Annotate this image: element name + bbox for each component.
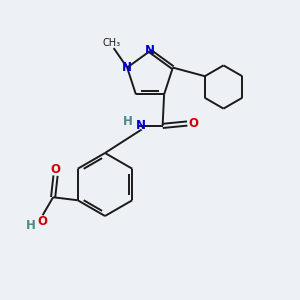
Text: O: O <box>38 215 48 228</box>
Text: CH₃: CH₃ <box>102 38 120 48</box>
Text: N: N <box>122 61 132 74</box>
Text: O: O <box>189 117 199 130</box>
Text: H: H <box>123 115 132 128</box>
Text: H: H <box>26 219 36 232</box>
Text: N: N <box>145 44 155 58</box>
Text: N: N <box>135 119 146 132</box>
Text: O: O <box>51 163 61 176</box>
